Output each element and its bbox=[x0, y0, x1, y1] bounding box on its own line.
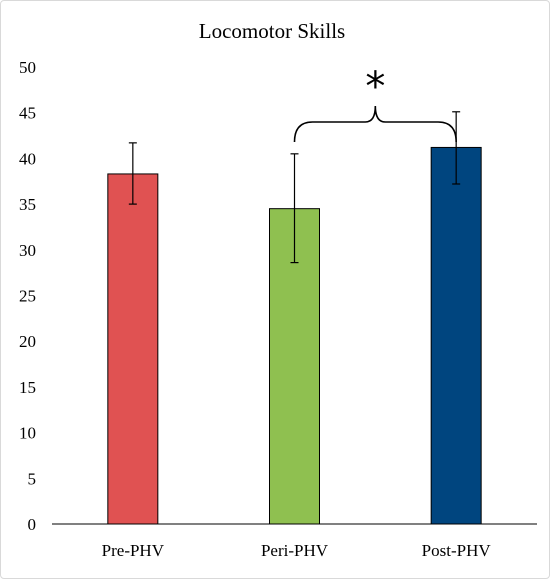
y-tick-label: 10 bbox=[19, 424, 36, 443]
y-tick-label: 0 bbox=[28, 515, 37, 534]
error-bars bbox=[128, 111, 461, 264]
y-tick-label: 45 bbox=[19, 104, 36, 123]
annotations: * bbox=[293, 64, 457, 143]
x-tick-label: Peri-PHV bbox=[261, 541, 329, 560]
y-tick-label: 35 bbox=[19, 195, 36, 214]
x-tick-label: Pre-PHV bbox=[102, 541, 165, 560]
y-tick-label: 20 bbox=[19, 332, 36, 351]
y-tick-label: 50 bbox=[19, 58, 36, 77]
y-tick-label: 15 bbox=[19, 378, 36, 397]
bar-post-phv bbox=[430, 146, 482, 525]
chart-title: Locomotor Skills bbox=[199, 19, 345, 43]
bar-pre-phv bbox=[107, 173, 159, 525]
y-tick-label: 40 bbox=[19, 149, 36, 168]
y-tick-label: 25 bbox=[19, 287, 36, 306]
x-tick-label: Post-PHV bbox=[422, 541, 492, 560]
y-axis: 0 5 10 15 20 25 30 35 40 45 50 bbox=[19, 58, 36, 534]
significance-brace bbox=[293, 105, 457, 143]
y-tick-label: 30 bbox=[19, 241, 36, 260]
x-axis: Pre-PHV Peri-PHV Post-PHV bbox=[52, 523, 537, 560]
significance-marker: * bbox=[365, 64, 385, 110]
y-tick-label: 5 bbox=[28, 469, 37, 488]
